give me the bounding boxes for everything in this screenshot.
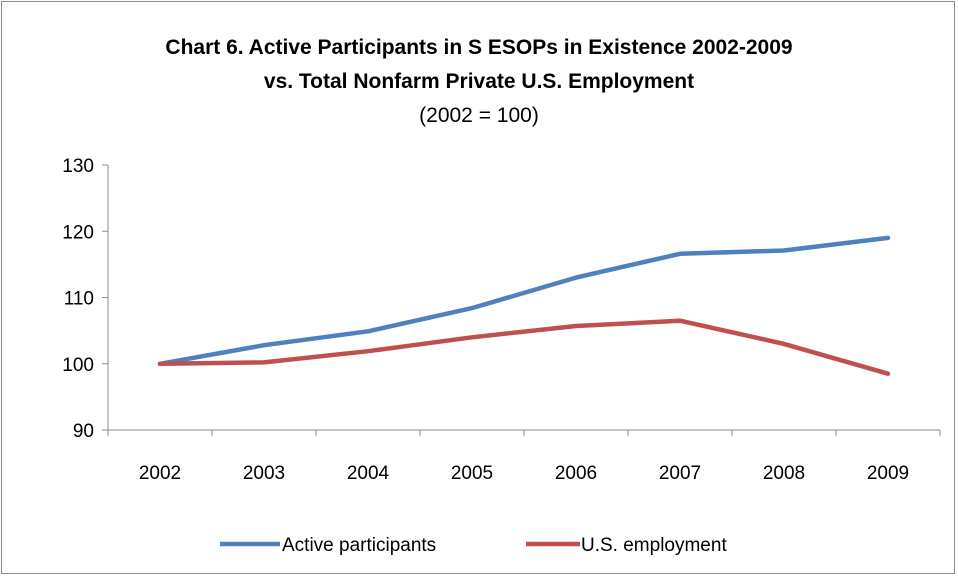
- x-tick-label: 2004: [347, 463, 390, 484]
- chart-subtitle: (2002 = 100): [419, 104, 539, 127]
- series-line-us-employment: [157, 318, 891, 376]
- chart-title-line-2: vs. Total Nonfarm Private U.S. Employmen…: [264, 70, 694, 93]
- y-tick-label: 90: [73, 421, 94, 442]
- axes-group: 90 100 110 120 130 2002 2003 2004 2005 2006 2007 20…: [62, 156, 941, 484]
- x-tick-label: 2003: [243, 463, 285, 484]
- legend-label: Active participants: [282, 535, 436, 556]
- x-tick-label: 2009: [867, 463, 909, 484]
- legend-label: U.S. employment: [581, 535, 727, 556]
- y-tick-label: 110: [64, 289, 94, 310]
- x-tick-label: 2002: [139, 463, 181, 484]
- chart-title-line-1: Chart 6. Active Participants in S ESOPs …: [165, 36, 792, 59]
- x-tick-label: 2007: [659, 463, 701, 484]
- x-tick-label: 2005: [451, 463, 493, 484]
- y-tick-label: 100: [62, 355, 94, 376]
- series-group: [157, 235, 891, 376]
- series-line-active-participants: [157, 235, 891, 367]
- legend: Active participants U.S. employment: [220, 535, 727, 556]
- x-tick-label: 2006: [555, 463, 597, 484]
- x-tick-label: 2008: [763, 463, 805, 484]
- y-tick-label: 130: [62, 156, 94, 177]
- y-tick-label: 120: [62, 222, 94, 243]
